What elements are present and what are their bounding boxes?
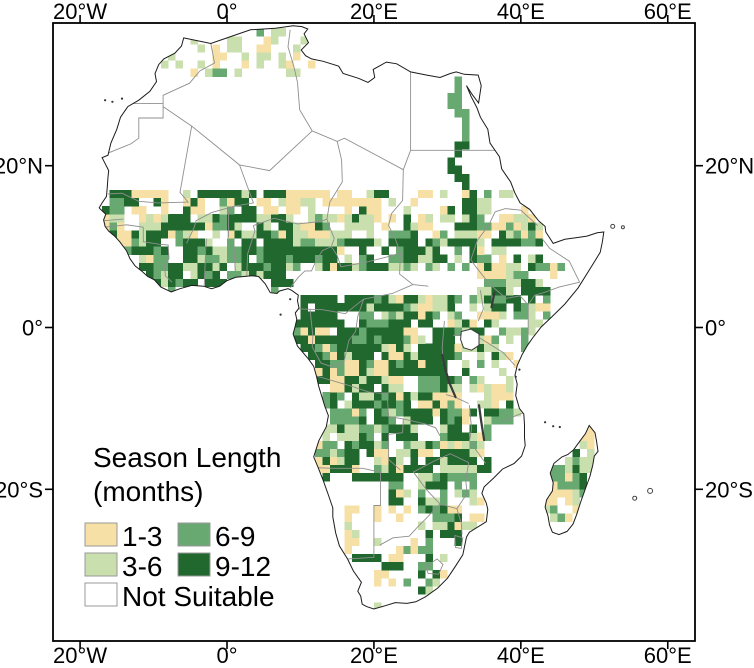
island-dot	[289, 298, 292, 301]
axis-tick-label: 20°E	[350, 643, 398, 668]
legend-swatch-3-6	[84, 552, 118, 577]
country-border-line	[326, 141, 343, 220]
island-dot	[111, 100, 114, 103]
legend-label-9-12: 9-12	[215, 551, 271, 582]
country-border-line	[399, 253, 429, 287]
country-border-line	[186, 205, 235, 244]
axis-tick-label: 0°	[216, 643, 237, 668]
island-dots	[104, 97, 654, 501]
lake-tanganyika	[441, 353, 457, 399]
country-border-line	[253, 217, 328, 227]
country-border-line	[312, 130, 412, 171]
axis-tick-label: 20°N	[705, 154, 754, 179]
country-border-line	[348, 472, 381, 560]
country-border-line	[477, 290, 484, 322]
country-border-line	[330, 246, 401, 268]
axis-tick-label: 40°E	[497, 0, 545, 24]
country-border-line	[297, 82, 313, 132]
country-borders	[102, 29, 581, 575]
country-border-line	[470, 211, 529, 306]
country-border-line	[104, 218, 124, 222]
island-dot	[514, 375, 517, 378]
island-dot	[279, 313, 282, 316]
africa-landmass	[99, 25, 604, 609]
island-dot	[518, 368, 521, 371]
axis-tick-label: 20°S	[0, 477, 43, 502]
legend-swatch-6-9	[177, 522, 211, 547]
country-border-line	[104, 224, 144, 228]
axis-tick-label: 20°S	[705, 477, 753, 502]
coastline	[98, 25, 605, 610]
country-border-line	[413, 472, 441, 505]
country-border-line	[316, 375, 441, 437]
country-border-line	[233, 238, 237, 279]
country-border-line	[107, 126, 193, 204]
country-border-line	[287, 29, 298, 83]
country-border-line	[379, 503, 441, 546]
country-border-line	[494, 208, 539, 226]
legend: Season Length (months) 1-33-6 6-99-12Not …	[84, 442, 281, 612]
country-border-line	[468, 405, 486, 464]
map-frame-rect	[52, 22, 696, 642]
country-border-line	[475, 335, 516, 366]
island-dot	[120, 97, 124, 100]
lake-victoria	[460, 328, 480, 351]
island-dot	[544, 421, 547, 424]
country-border-line	[454, 534, 464, 549]
lakes	[441, 291, 496, 442]
legend-label-3-6: 3-6	[122, 551, 162, 582]
country-border-line	[388, 418, 404, 471]
axis-tick-label: 60°E	[644, 643, 692, 668]
country-border-line	[289, 218, 335, 289]
lake-turkana	[490, 291, 496, 309]
country-border-line	[527, 238, 581, 335]
island-outline	[620, 225, 625, 230]
legend-label-ns: Not Suitable	[122, 581, 275, 612]
island-outline	[632, 495, 638, 501]
axis-tick-label: 40°E	[497, 643, 545, 668]
axis-tick-label: 20°W	[53, 0, 107, 24]
island-outline	[610, 223, 616, 229]
island-dot	[558, 425, 561, 429]
axis-tick-label: 20°N	[0, 154, 43, 179]
axis-tick-label: 60°E	[644, 0, 692, 24]
axis-tick-label: 0°	[216, 0, 237, 24]
legend-swatch-9-12	[177, 552, 211, 577]
axis-tick-label: 20°E	[350, 0, 398, 24]
axis-tick-label: 0°	[22, 316, 43, 341]
legend-swatch-1-3	[84, 522, 118, 547]
island-outline	[647, 487, 654, 494]
island-dot	[104, 99, 107, 102]
africa-coastline	[98, 25, 605, 610]
axis-tick-label: 20°W	[53, 643, 107, 668]
country-border-line	[203, 238, 207, 287]
country-border-line	[424, 558, 444, 575]
legend-title-line2: (months)	[93, 476, 203, 507]
legend-swatch-ns	[84, 582, 118, 607]
island-dot	[552, 425, 555, 428]
lake-malawi	[477, 404, 486, 442]
country-border-line	[298, 284, 414, 315]
axis-tick-label: 0°	[705, 316, 726, 341]
country-border-line	[309, 299, 365, 368]
madagascar-coastline	[544, 424, 599, 536]
country-border-line	[388, 169, 404, 254]
country-border-line	[456, 462, 470, 509]
country-border-line	[439, 503, 463, 535]
country-border-line	[246, 225, 256, 276]
country-border-line	[412, 453, 469, 473]
map-frame	[52, 22, 696, 642]
legend-title-line1: Season Length	[93, 442, 281, 473]
country-border-line	[502, 411, 524, 422]
legend-label-1-3: 1-3	[122, 521, 162, 552]
country-border-line	[142, 227, 173, 283]
country-border-line	[313, 467, 381, 473]
legend-label-6-9: 6-9	[215, 521, 255, 552]
